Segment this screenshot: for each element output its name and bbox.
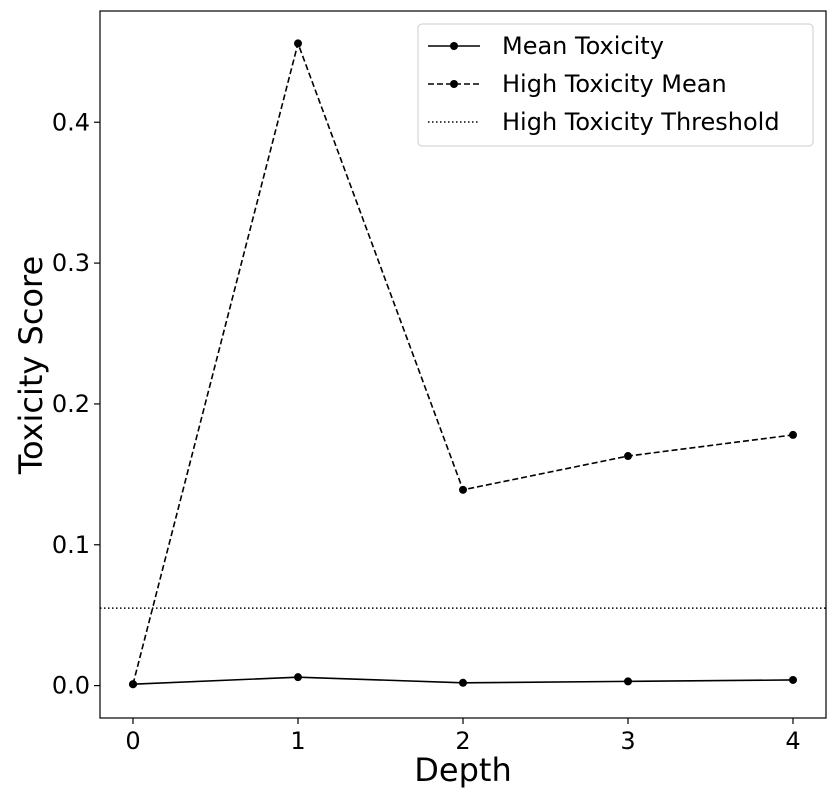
data-point bbox=[294, 673, 302, 682]
series-layer bbox=[100, 39, 826, 689]
legend-label: High Toxicity Mean bbox=[502, 70, 727, 98]
legend-box bbox=[417, 23, 814, 147]
data-point bbox=[129, 680, 137, 689]
x-tick-label: 0 bbox=[125, 727, 140, 755]
x-tick-label: 3 bbox=[620, 727, 635, 755]
data-point bbox=[789, 430, 797, 439]
y-axis-title: Toxicity Score bbox=[12, 256, 50, 475]
data-point bbox=[789, 675, 797, 684]
data-point bbox=[459, 678, 467, 687]
plot-frame bbox=[99, 10, 827, 719]
x-tick-label: 2 bbox=[455, 727, 470, 755]
legend-label: Mean Toxicity bbox=[502, 32, 664, 60]
axes-ticks: 0 1 2 3 4 0.0 0.1 0.2 0.3 0.4 bbox=[52, 108, 801, 755]
data-point bbox=[294, 39, 302, 48]
x-tick-label: 1 bbox=[290, 727, 305, 755]
y-tick-label: 0.4 bbox=[52, 108, 90, 136]
y-tick-label: 0.2 bbox=[52, 390, 90, 418]
data-point bbox=[459, 485, 467, 494]
data-point bbox=[624, 677, 632, 686]
y-tick-label: 0.0 bbox=[52, 672, 90, 700]
x-axis-title: Depth bbox=[414, 751, 511, 789]
legend-entry-high-toxicity-mean: High Toxicity Mean bbox=[428, 70, 727, 98]
legend: Mean Toxicity High Toxicity Mean High To… bbox=[417, 23, 814, 147]
y-tick-label: 0.1 bbox=[52, 531, 90, 559]
legend-entry-threshold: High Toxicity Threshold bbox=[428, 108, 780, 136]
x-tick-label: 4 bbox=[785, 727, 800, 755]
y-tick-label: 0.3 bbox=[52, 249, 90, 277]
legend-marker bbox=[450, 80, 458, 88]
legend-label: High Toxicity Threshold bbox=[502, 108, 780, 136]
legend-marker bbox=[450, 42, 458, 50]
legend-entry-mean-toxicity: Mean Toxicity bbox=[428, 32, 664, 60]
data-point bbox=[624, 452, 632, 461]
